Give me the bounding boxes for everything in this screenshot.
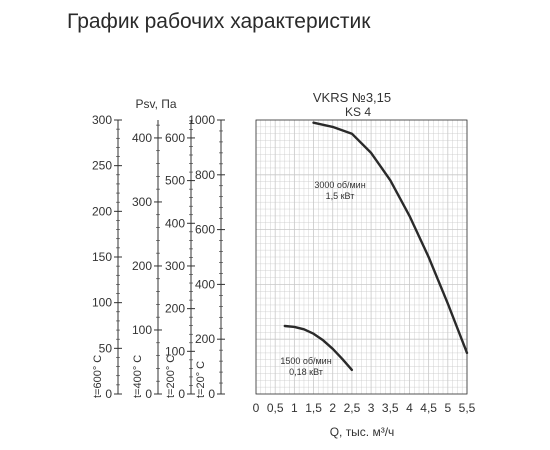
scale-axis-tick-label: 200 [165,302,185,316]
series-line-2 [283,324,354,372]
chart-title: VKRS №3,15 [313,90,391,105]
scale-axis-tick-label: 300 [92,113,112,127]
scale-axis-tick-label: 100 [165,344,185,358]
scale-axis-tick-label: 300 [165,259,185,273]
scale-axis-tick-label: 50 [99,341,113,355]
x-tick-label: 4,5 [420,401,437,415]
x-tick-label: 0,5 [267,401,284,415]
series-1-speed-label: 3000 об/мин [314,180,365,190]
scale-axis-tick-label: 600 [195,223,215,237]
scale-axis-name: t=400° C [132,355,144,398]
x-tick-label: 5,5 [459,401,476,415]
page-title: График рабочих характеристик [67,10,371,33]
chart-subtitle: KS 4 [345,105,371,119]
scale-axis-tick-label: 400 [132,131,152,145]
scale-axis-tick-label: 100 [132,323,152,337]
x-tick-label: 3,5 [382,401,399,415]
x-tick-label: 1 [291,401,298,415]
scale-axis-tick-label: 300 [132,195,152,209]
scale-axis-tick-label: 400 [195,277,215,291]
series-1-power-label: 1,5 кВт [326,191,355,201]
x-axis-label: Q, тыс. м³/ч [330,425,395,439]
scale-axis-tick-label: 100 [92,296,112,310]
scale-axis-tick-label: 0 [145,387,152,401]
scale-axis-tick-label: 0 [105,387,112,401]
series-2-speed-label: 1500 об/мин [280,356,331,366]
scale-axis-tick-label: 500 [165,174,185,188]
x-tick-label: 2,5 [344,401,361,415]
scale-axis-tick-label: 0 [178,387,185,401]
y-axis-label: Psv, Па [135,97,176,111]
x-tick-label: 2 [329,401,336,415]
x-tick-label: 3 [368,401,375,415]
scale-axis-tick-label: 400 [165,216,185,230]
scale-axis-tick-label: 800 [195,168,215,182]
x-tick-label: 1,5 [305,401,322,415]
scale-axis-tick-label: 0 [208,387,215,401]
x-tick-label: 4 [406,401,413,415]
scale-axis-tick-label: 200 [195,332,215,346]
scale-axis-name: t=600° C [92,355,104,398]
series-line-1 [312,121,469,355]
x-tick-label: 5 [444,401,451,415]
series-2-power-label: 0,18 кВт [289,367,323,377]
plot-frame [255,119,468,395]
scale-axis-name: t=20° C [195,361,207,398]
scale-axis-tick-label: 200 [132,259,152,273]
scale-axis-tick-label: 200 [92,204,112,218]
scale-axis-tick-label: 600 [165,131,185,145]
x-tick-label: 0 [253,401,260,415]
scale-axis-tick-label: 250 [92,159,112,173]
scale-axis-tick-label: 150 [92,250,112,264]
scale-axis-tick-label: 1000 [188,113,215,127]
scale-axis-name: t=200° C [165,355,177,398]
